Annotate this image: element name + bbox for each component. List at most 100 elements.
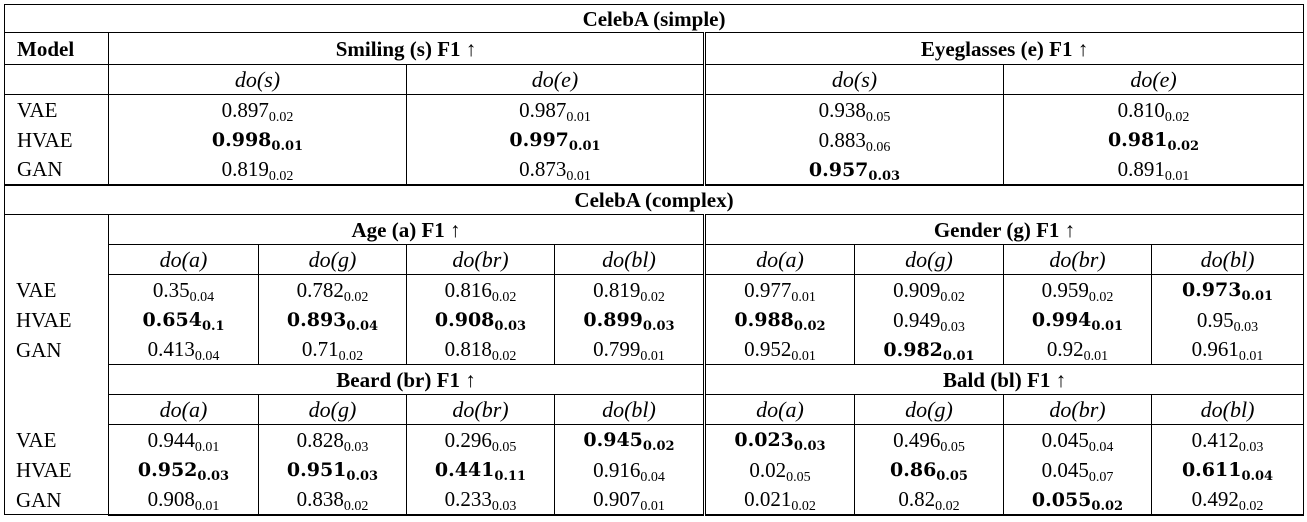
value-cell: 0.9880.02: [703, 304, 855, 335]
value-cell: 0.4920.02: [1151, 484, 1305, 516]
value-mean: 0.816: [444, 277, 492, 302]
value-mean: 0.413: [147, 337, 195, 362]
value-cell: 0.950.03: [1151, 304, 1305, 335]
value-mean: 0.611: [1181, 459, 1242, 481]
value-std: 0.03: [491, 499, 517, 514]
value-cell: 0.350.04: [108, 274, 259, 305]
value-std: 0.01: [194, 439, 220, 455]
value-mean: 0.95: [1196, 307, 1234, 332]
value-std: 0.03: [343, 439, 369, 455]
model-name: GAN: [4, 154, 109, 186]
do-label: do(e): [406, 64, 705, 95]
value-std: 0.01: [640, 499, 665, 514]
value-cell: 0.920.01: [1003, 334, 1152, 365]
value-std: 0.05: [940, 439, 965, 455]
value-cell: 0.9810.02: [1003, 124, 1305, 155]
value-mean: 0.893: [286, 309, 347, 331]
value-mean: 0.987: [519, 97, 567, 122]
value-cell: 0.9510.03: [258, 454, 407, 485]
value-std: 0.01: [566, 169, 591, 184]
value-cell: 0.9520.01: [703, 334, 855, 365]
value-cell: 0.9520.03: [108, 454, 259, 485]
value-std: 0.01: [1083, 349, 1109, 365]
value-mean: 0.908: [434, 309, 495, 331]
value-cell: 0.4960.05: [854, 424, 1004, 455]
value-cell: 0.020.05: [703, 454, 855, 485]
value-mean: 0.838: [296, 487, 344, 511]
value-cell: 0.710.02: [258, 334, 407, 365]
group-header: Gender (g) F1 ↑: [702, 214, 1305, 245]
value-mean: 0.799: [593, 337, 641, 362]
value-cell: 0.8180.02: [406, 334, 555, 365]
do-label: do(g): [258, 394, 407, 425]
value-mean: 0.952: [744, 337, 792, 362]
value-mean: 0.961: [1191, 337, 1239, 362]
value-cell: 0.9160.04: [554, 454, 705, 485]
value-std: 0.01: [194, 499, 220, 514]
do-label: do(s): [703, 64, 1004, 95]
value-cell: 0.9080.03: [406, 304, 555, 335]
value-cell: 0.9090.02: [854, 274, 1004, 305]
value-mean: 0.957: [808, 158, 869, 181]
value-cell: 0.2330.03: [406, 484, 555, 516]
value-std: 0.02: [343, 289, 369, 305]
value-cell: 0.9080.01: [108, 484, 259, 516]
value-std: 0.04: [194, 349, 220, 365]
value-std: 0.01: [1091, 319, 1124, 334]
value-std: 0.02: [268, 109, 294, 125]
do-label: do(bl): [1151, 244, 1305, 275]
do-label: do(s): [108, 64, 407, 95]
value-cell: 0.6110.04: [1151, 454, 1305, 485]
do-label: do(br): [406, 394, 555, 425]
value-std: 0.02: [268, 169, 294, 184]
value-mean: 0.021: [744, 487, 792, 511]
value-cell: 0.9570.03: [703, 154, 1004, 186]
value-std: 0.01: [1238, 349, 1264, 365]
value-std: 0.05: [786, 469, 811, 485]
value-cell: 0.8910.01: [1003, 154, 1305, 186]
value-cell: 0.0450.04: [1003, 424, 1152, 455]
value-mean: 0.71: [301, 337, 339, 362]
value-std: 0.01: [640, 349, 665, 365]
value-cell: 0.9450.02: [554, 424, 705, 455]
do-label: do(a): [703, 394, 855, 425]
value-cell: 0.9440.01: [108, 424, 259, 455]
value-mean: 0.86: [890, 459, 937, 481]
model-name: HVAE: [4, 124, 109, 155]
model-name: GAN: [16, 337, 62, 362]
value-std: 0.03: [197, 469, 230, 484]
value-std: 0.01: [1164, 169, 1190, 184]
group-header: Beard (br) F1 ↑: [108, 364, 705, 395]
value-mean: 0.35: [152, 277, 190, 302]
value-std: 0.02: [791, 499, 816, 514]
do-label: do(g): [854, 244, 1004, 275]
value-cell: 0.9770.01: [703, 274, 855, 305]
value-std: 0.01: [942, 348, 975, 364]
value-mean: 0.916: [593, 457, 641, 482]
value-std: 0.06: [865, 139, 891, 155]
value-cell: 0.8730.01: [406, 154, 705, 186]
model-column-header: Model: [4, 32, 109, 65]
value-std: 0.01: [271, 139, 304, 154]
value-std: 0.02: [1238, 499, 1264, 514]
value-cell: 0.8930.04: [258, 304, 407, 335]
value-std: 0.05: [491, 439, 517, 455]
value-std: 0.02: [491, 349, 517, 365]
value-mean: 0.945: [583, 429, 643, 452]
value-cell: 0.0450.07: [1003, 454, 1152, 485]
value-mean: 0.897: [221, 97, 269, 122]
do-label: do(bl): [1151, 394, 1305, 425]
value-std: 0.01: [566, 109, 591, 125]
value-mean: 0.873: [519, 157, 567, 181]
value-std: 0.02: [1164, 109, 1190, 125]
do-label: do(bl): [554, 394, 705, 425]
value-cell: 0.9940.01: [1003, 304, 1152, 335]
model-name: GAN: [16, 487, 62, 512]
value-mean: 0.883: [818, 127, 866, 152]
do-label: do(g): [258, 244, 407, 275]
value-std: 0.02: [940, 289, 965, 305]
do-label: do(br): [406, 244, 555, 275]
do-label: do(br): [1003, 394, 1152, 425]
value-mean: 0.909: [893, 277, 941, 302]
value-std: 0.02: [935, 499, 960, 514]
